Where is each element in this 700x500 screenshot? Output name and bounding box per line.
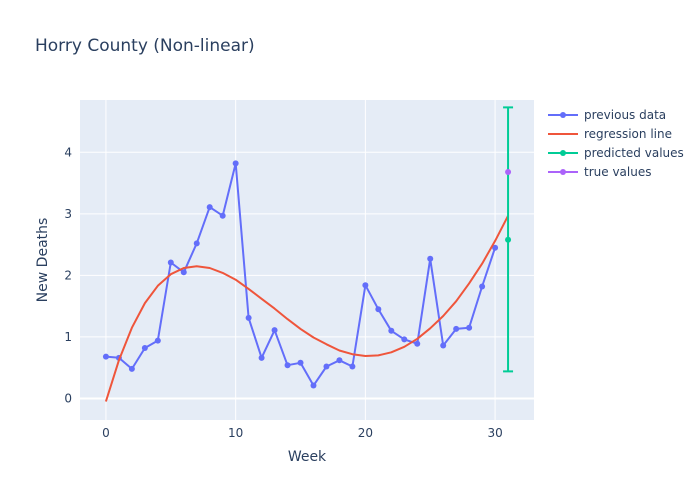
y-tick-label-3: 3 [64,207,72,221]
x-tick-label-3: 30 [487,426,502,440]
y-tick-labels: 0 1 2 3 4 [64,145,72,405]
previous-data-point [310,382,317,389]
series-regression-line [104,215,509,402]
legend-label-previous: previous data [584,108,666,122]
y-axis-title: New Deaths [35,218,51,303]
x-tick-label-1: 10 [228,426,243,440]
plot-area: 0 10 20 30 0 1 2 3 4 [64,100,534,440]
plot-background [80,100,534,420]
previous-data-point [102,353,109,360]
previous-data-point [427,255,434,262]
previous-data-point [336,357,343,364]
series-layer [102,106,514,402]
previous-data-point [479,283,486,290]
y-tick-label-1: 1 [64,330,72,344]
previous-data-point [245,314,252,321]
previous-data-point [232,160,239,167]
legend-label-regression: regression line [584,127,672,141]
y-tick-label-4: 4 [64,145,72,159]
previous-data-point [453,325,460,332]
chart-title: Horry County (Non-linear) [35,36,255,56]
previous-data-point [349,363,356,370]
previous-data-point [440,342,447,349]
previous-data-point [219,212,226,219]
predicted-value-point [505,236,512,243]
previous-data-point [128,365,135,372]
y-tick-label-0: 0 [64,391,72,405]
legend-label-true: true values [584,165,651,179]
previous-data-point [206,204,213,211]
x-tick-label-2: 20 [358,426,373,440]
previous-data-point [362,282,369,289]
x-tick-label-0: 0 [102,426,110,440]
previous-data-point [141,345,148,351]
previous-data-point [258,354,265,361]
x-tick-labels: 0 10 20 30 [102,426,503,440]
previous-data-point [154,337,161,344]
gridlines [80,100,534,420]
previous-data-point [271,327,278,334]
previous-data-point [388,327,395,334]
previous-data-point [375,306,382,313]
previous-data-point [180,269,187,276]
legend-marker-previous [560,112,566,118]
previous-data-point [401,336,408,343]
previous-data-point [167,259,174,266]
legend-marker-true [560,169,566,175]
true-value-point [505,169,512,175]
previous-data-point [414,340,421,347]
previous-data-point [466,324,473,331]
previous-data-point [284,362,291,369]
y-tick-label-2: 2 [64,268,72,282]
previous-data-point [297,359,304,366]
legend-label-predicted: predicted values [584,146,684,160]
previous-data-point [193,240,200,247]
x-axis-title: Week [288,449,327,465]
legend-marker-predicted [560,150,566,156]
previous-data-point [492,244,499,251]
previous-data-point [323,363,330,370]
legend: previous data regression line predicted va… [548,108,684,179]
